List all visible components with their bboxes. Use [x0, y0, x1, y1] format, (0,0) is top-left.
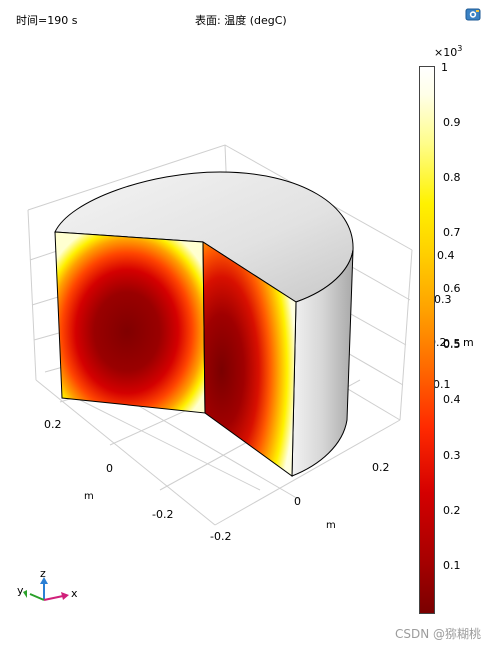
stale-label-3: 0.5: [443, 338, 461, 351]
cut-face-left: [54, 231, 206, 414]
colorbar-tick-06: 0.6: [443, 282, 461, 295]
stale-label-0: 0.4: [437, 249, 455, 262]
colorbar-tick-01: 0.1: [443, 559, 461, 572]
colorbar-tick-1: 1: [441, 61, 448, 74]
colorbar-tick-04: 0.4: [443, 393, 461, 406]
time-label: 时间=190 s: [16, 14, 78, 27]
y-tick-2: -0.2: [152, 508, 173, 521]
orientation-triad: z y x: [17, 567, 78, 601]
triad-x-label: x: [71, 587, 78, 600]
x-tick-1: 0: [294, 495, 301, 508]
colorbar-exponent: ×103: [434, 44, 463, 59]
y-tick-1: 0: [106, 462, 113, 475]
colorbar-tick-03: 0.3: [443, 449, 461, 462]
stale-label-4: m: [463, 336, 474, 349]
watermark: CSDN @猕糊桃: [394, 627, 481, 641]
stale-label-5: 0.1: [433, 378, 451, 391]
colorbar-tick-09: 0.9: [443, 116, 461, 129]
y-tick-0: 0.2: [44, 418, 62, 431]
image-export-icon: [465, 8, 481, 21]
cylinder-side-face: [291, 249, 354, 477]
x-tick-0: 0.2: [372, 461, 390, 474]
x-unit-label: m: [326, 520, 336, 531]
plot-title: 表面: 温度 (degC): [195, 14, 287, 27]
colorbar: [419, 66, 435, 614]
colorbar-tick-02: 0.2: [443, 504, 461, 517]
export-image-button[interactable]: [464, 6, 484, 24]
colorbar-exponent-power: 3: [457, 44, 463, 53]
colorbar-exponent-prefix: ×10: [434, 46, 458, 59]
triad-y-label: y: [17, 584, 24, 597]
cut-face-right: [202, 241, 297, 477]
triad-z-label: z: [40, 567, 46, 580]
colorbar-tick-05: 0.5: [443, 337, 461, 350]
colorbar-gradient: [419, 66, 435, 614]
colorbar-tick-08: 0.8: [443, 171, 461, 184]
colorbar-tick-07: 0.7: [443, 226, 461, 239]
cylinder-model: [54, 171, 354, 477]
x-tick-2: -0.2: [210, 530, 231, 543]
stale-label-1: 0.3: [434, 293, 452, 306]
y-unit-label: m: [84, 491, 94, 502]
